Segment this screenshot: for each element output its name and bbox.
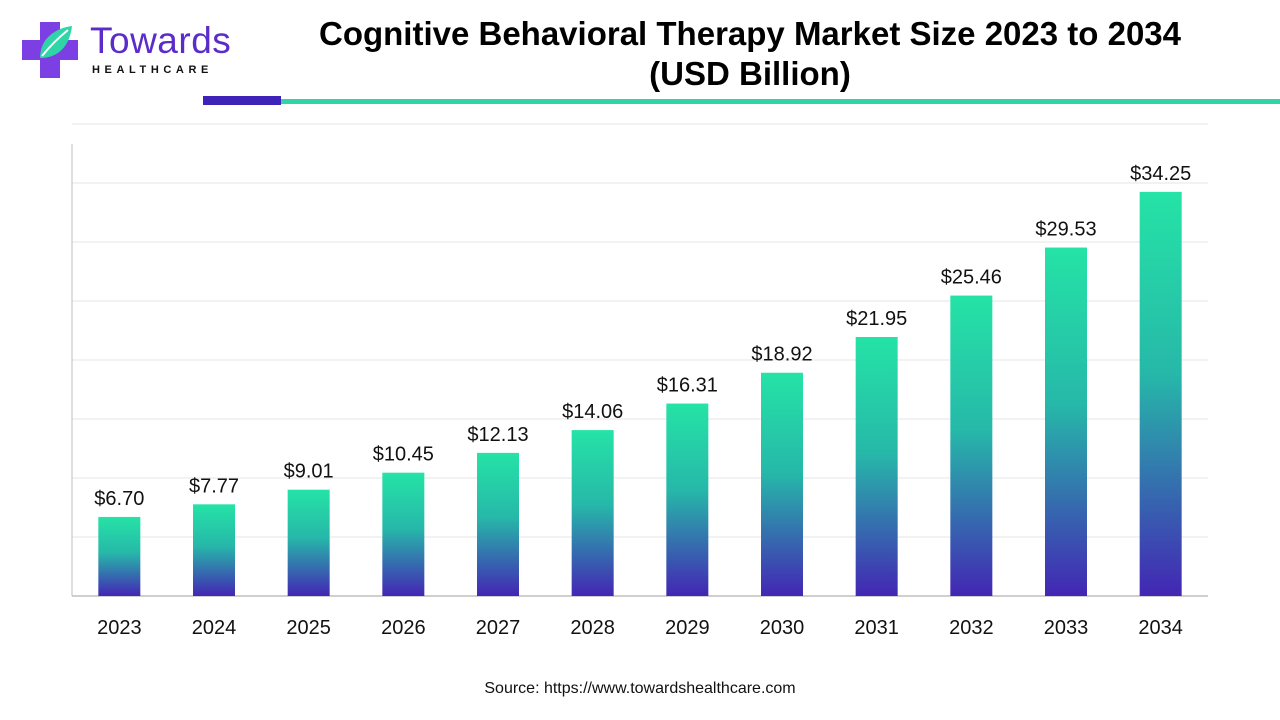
bar-2028 xyxy=(571,430,614,596)
data-label-2029: $16.31 xyxy=(657,375,718,397)
x-tick-label-2029: 2029 xyxy=(665,617,710,639)
bar-2030 xyxy=(761,372,803,596)
chart-title: Cognitive Behavioral Therapy Market Size… xyxy=(285,14,1215,94)
data-label-2025: $9.01 xyxy=(284,461,334,483)
x-tick-label-2025: 2025 xyxy=(286,617,331,639)
data-label-2033: $29.53 xyxy=(1035,219,1096,241)
bar-2023 xyxy=(98,516,141,596)
logo-name: Towards xyxy=(90,20,232,61)
source-note: Source: https://www.towardshealthcare.co… xyxy=(484,680,796,697)
bar-2032 xyxy=(950,295,993,596)
data-label-2028: $14.06 xyxy=(562,401,623,423)
data-label-2030: $18.92 xyxy=(751,344,812,366)
bar-2033 xyxy=(1045,247,1087,596)
x-tick-label-2028: 2028 xyxy=(570,617,615,639)
x-tick-label-2023: 2023 xyxy=(97,617,142,639)
bar-2026 xyxy=(382,472,425,596)
bar-chart: $6.70 2023 $7.77 2024 $9.01 2025 $10.45 2026 $12… xyxy=(71,123,1208,639)
header-underline-purple xyxy=(203,96,281,105)
bar-2029 xyxy=(666,403,709,596)
bar-2034 xyxy=(1139,191,1182,596)
x-tick-label-2034: 2034 xyxy=(1138,617,1183,639)
x-tick-label-2030: 2030 xyxy=(760,617,805,639)
x-tick-label-2027: 2027 xyxy=(476,617,521,639)
x-tick-label-2026: 2026 xyxy=(381,617,426,639)
chart-title-line2: (USD Billion) xyxy=(649,55,851,92)
data-label-2027: $12.13 xyxy=(467,424,528,446)
logo-subtitle: HEALTHCARE xyxy=(92,64,213,76)
bar-2031 xyxy=(855,336,898,596)
chart-title-line1: Cognitive Behavioral Therapy Market Size… xyxy=(318,15,1181,52)
data-label-2026: $10.45 xyxy=(373,444,434,466)
x-tick-label-2024: 2024 xyxy=(192,617,237,639)
data-label-2023: $6.70 xyxy=(94,488,144,510)
data-label-2031: $21.95 xyxy=(846,308,907,330)
x-tick-label-2031: 2031 xyxy=(854,617,899,639)
bar-2025 xyxy=(287,489,330,596)
bar-2024 xyxy=(193,504,235,596)
x-tick-label-2032: 2032 xyxy=(949,617,994,639)
data-label-2032: $25.46 xyxy=(941,267,1002,289)
header-underline-teal xyxy=(281,99,1280,104)
data-label-2034: $34.25 xyxy=(1130,163,1191,185)
towards-healthcare-logo: Towards HEALTHCARE xyxy=(20,18,240,82)
data-label-2024: $7.77 xyxy=(189,475,239,497)
bar-2027 xyxy=(477,452,519,596)
medical-cross-leaf-icon xyxy=(22,22,78,78)
x-tick-label-2033: 2033 xyxy=(1044,617,1089,639)
